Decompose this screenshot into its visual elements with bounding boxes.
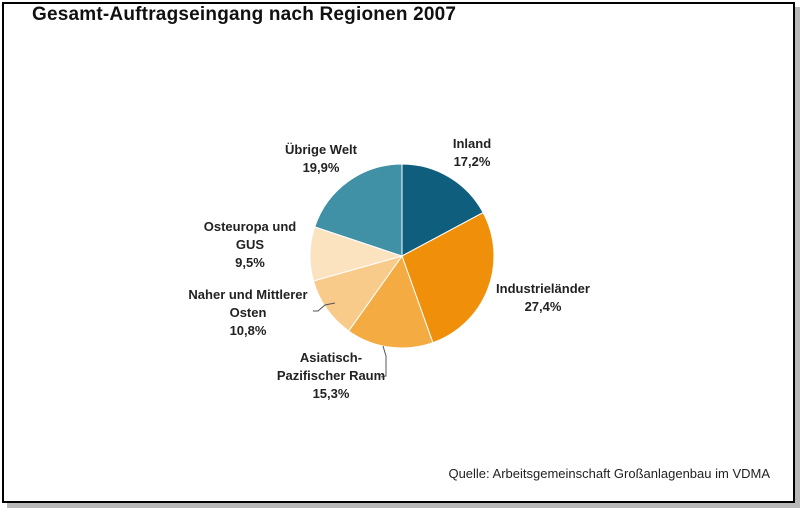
chart-source: Quelle: Arbeitsgemeinschaft Großanlagenb… — [448, 466, 770, 481]
slice-name-label: Industrieländer — [496, 281, 590, 296]
leader-line-3 — [380, 345, 387, 378]
slice-name-label: Naher und Mittlerer — [188, 287, 307, 302]
slice-name-label: Osten — [230, 305, 267, 320]
slice-value-label: 19,9% — [303, 160, 340, 175]
pie-slice-6 — [314, 163, 403, 257]
slice-name-label: Pazifischer Raum — [277, 368, 385, 383]
slice-value-label: 17,2% — [454, 154, 491, 169]
slice-label-3: Asiatisch- Pazifischer Raum 15,3% — [277, 350, 385, 401]
slice-label-2: Industrieländer 27,4% — [496, 281, 590, 314]
pie-slice-2 — [401, 211, 495, 344]
slice-label-6: Übrige Welt 19,9% — [285, 142, 358, 175]
slice-value-label: 9,5% — [235, 255, 265, 270]
slice-value-label: 10,8% — [230, 323, 267, 338]
slice-name-label: Übrige Welt — [285, 142, 358, 157]
slice-value-label: 15,3% — [313, 386, 350, 401]
leader-line-4 — [313, 302, 336, 312]
chart-title: Gesamt-Auftragseingang nach Regionen 200… — [32, 4, 457, 25]
slice-label-4: Naher und Mittlerer Osten 10,8% — [188, 287, 307, 338]
slice-name-label: Osteuropa und — [204, 219, 297, 234]
slice-name-label: Inland — [453, 136, 491, 151]
slice-label-5: Osteuropa und GUS 9,5% — [204, 219, 297, 270]
pie-slice-1 — [401, 163, 484, 257]
slice-name-label: GUS — [236, 237, 265, 252]
slice-name-label: Asiatisch- — [300, 350, 362, 365]
slice-label-1: Inland 17,2% — [453, 136, 491, 169]
slice-value-label: 27,4% — [525, 299, 562, 314]
pie-slice-3 — [347, 254, 434, 349]
